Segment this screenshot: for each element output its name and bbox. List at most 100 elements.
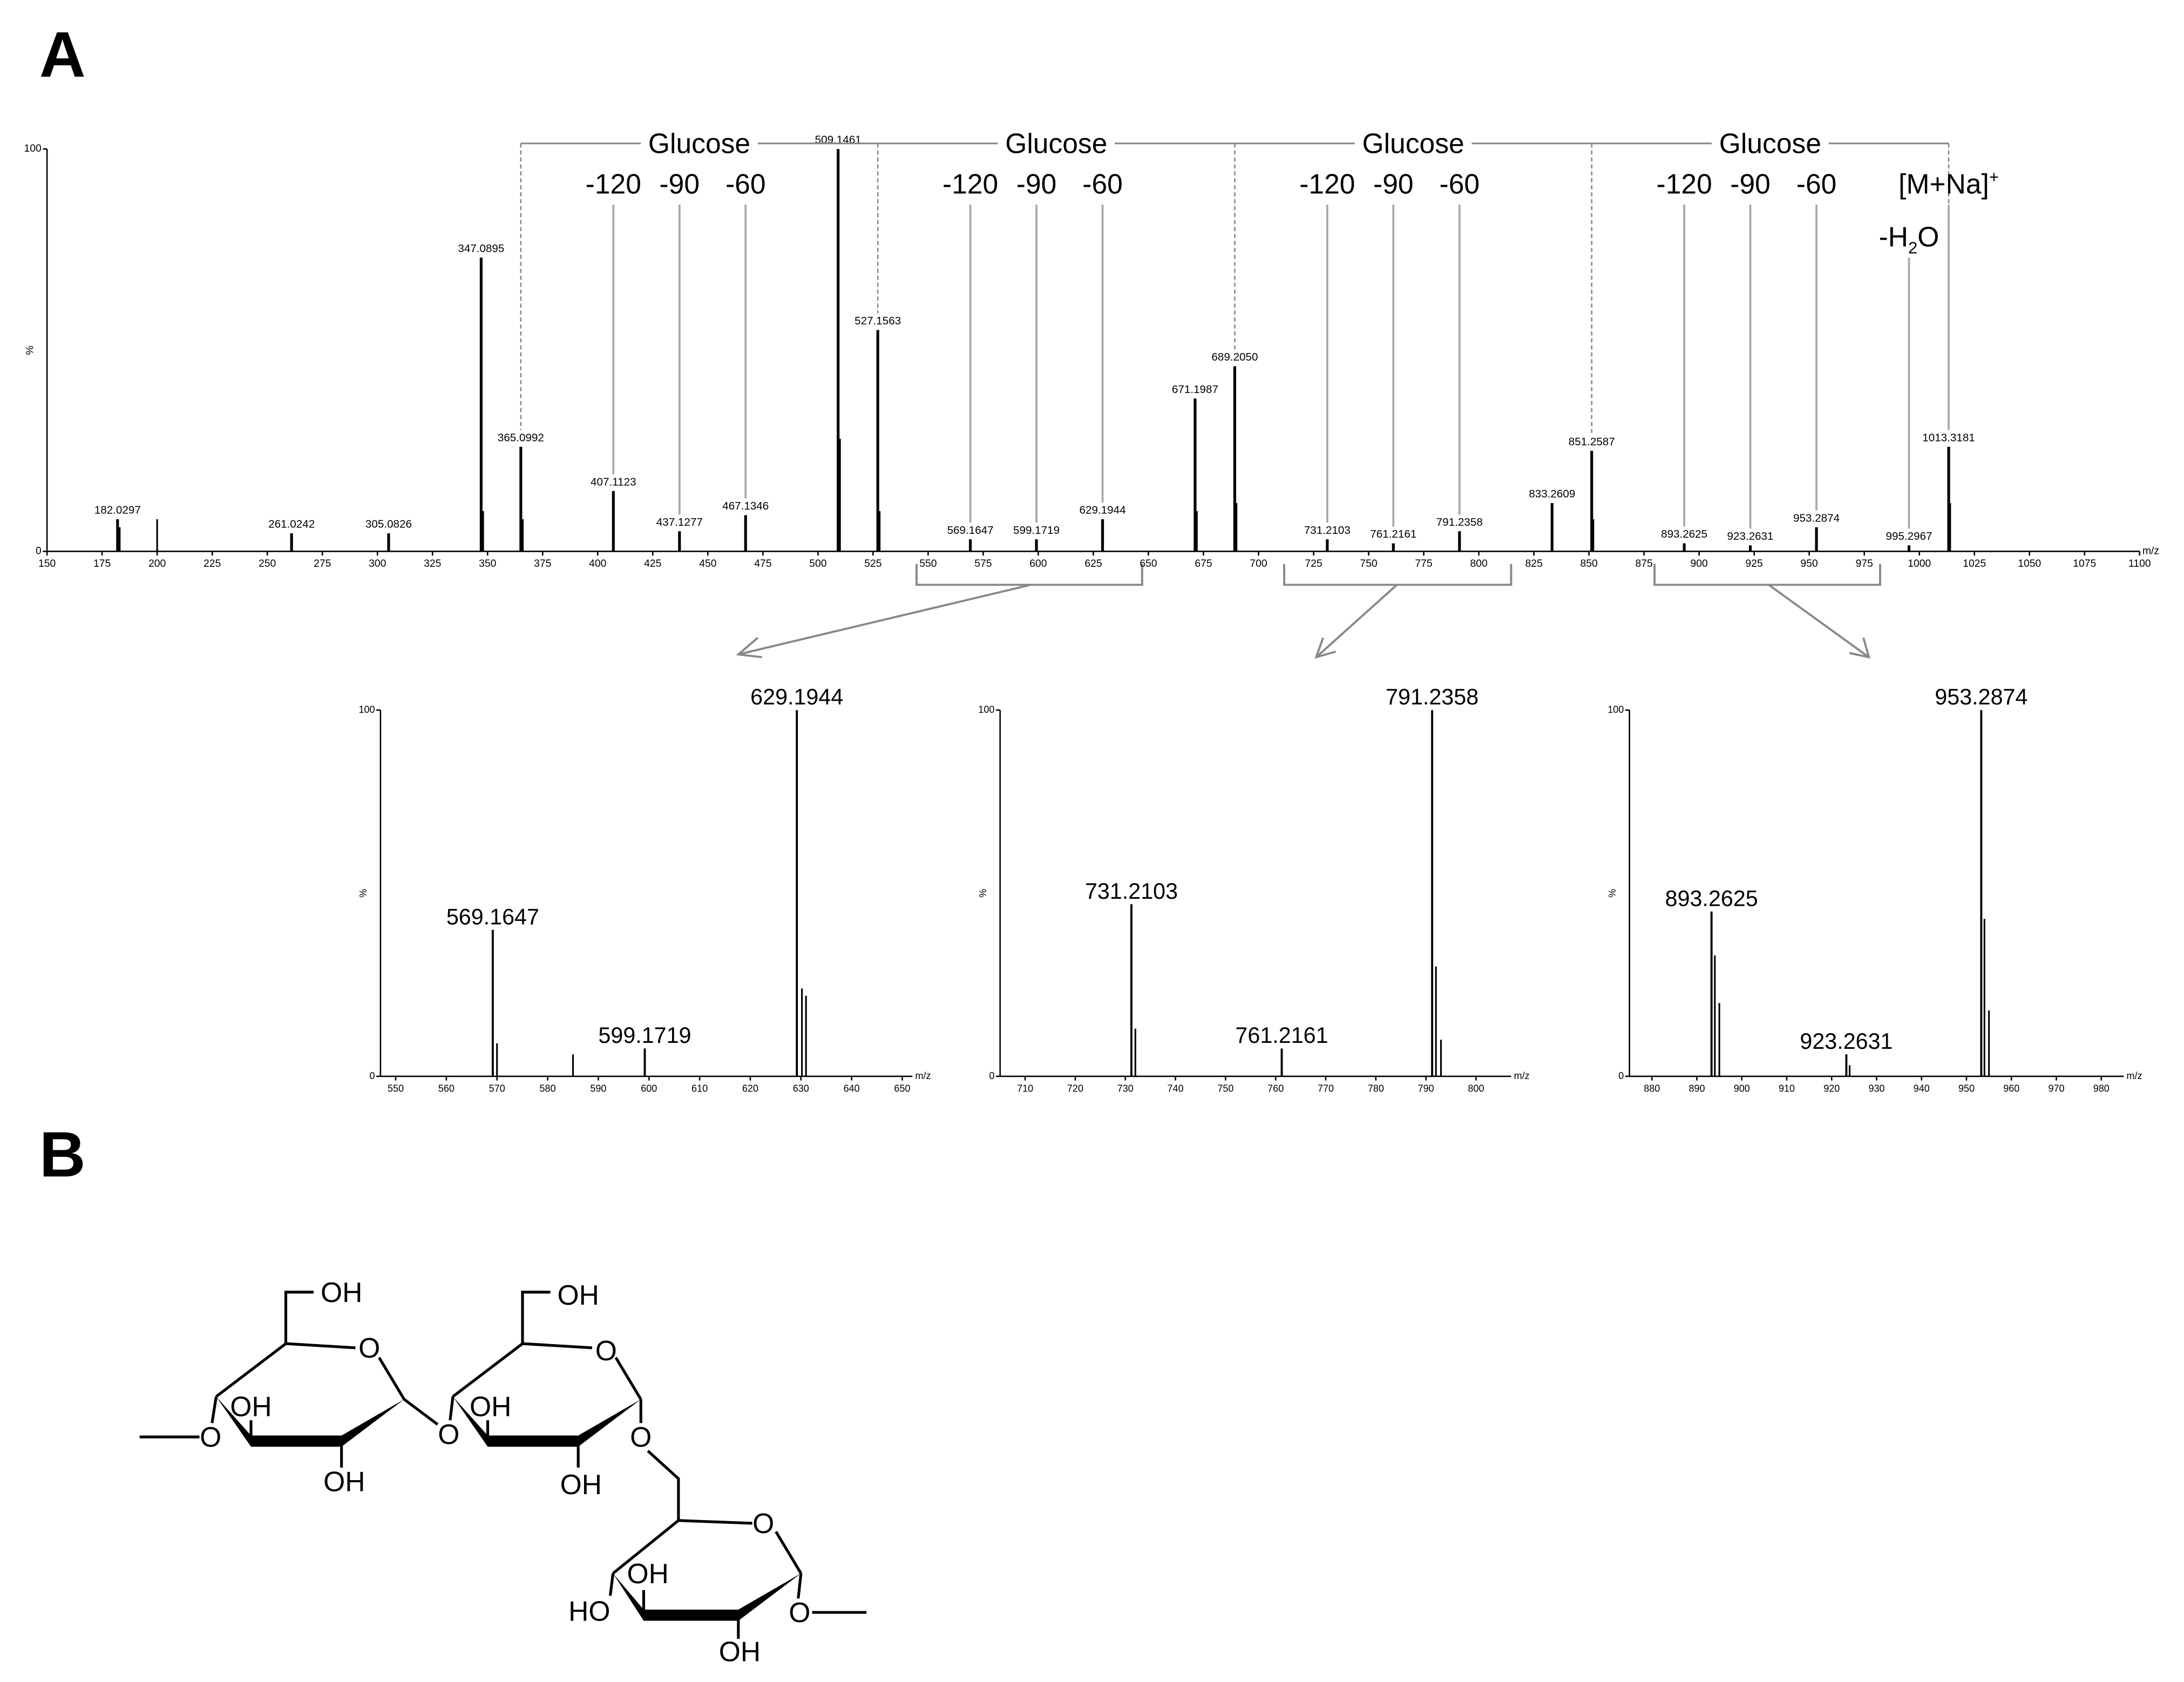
atom-label: O: [358, 1332, 380, 1364]
zoom-brackets: [736, 564, 1881, 659]
peak-label: 527.1563: [854, 315, 901, 327]
x-tick-label: 425: [644, 558, 661, 569]
glucose-label: Glucose: [1719, 128, 1821, 159]
x-tick-label: 940: [1914, 1083, 1930, 1094]
bond: [378, 1357, 405, 1400]
atom-label: O: [789, 1597, 810, 1628]
x-axis-label: m/z: [2127, 1070, 2142, 1081]
loss-label: -120: [1657, 168, 1712, 200]
x-tick-label: 1075: [2073, 558, 2096, 569]
x-tick-label: 580: [540, 1083, 556, 1094]
loss-label: -120: [586, 168, 641, 200]
atom-label: OH: [321, 1277, 362, 1308]
ion-text: [M+Na]: [1898, 168, 1989, 200]
x-tick-label: 640: [844, 1083, 860, 1094]
x-tick-label: 625: [1084, 558, 1102, 569]
peak-label: 761.2161: [1370, 528, 1416, 540]
atom-label: O: [752, 1508, 774, 1539]
x-tick-label: 525: [864, 558, 881, 569]
glucose-label: Glucose: [1362, 128, 1464, 159]
peak-label: 731.2103: [1085, 879, 1178, 904]
x-tick-label: 250: [259, 558, 276, 569]
loss-label: -60: [725, 168, 766, 200]
x-tick-label: 650: [1140, 558, 1157, 569]
x-tick-label: 550: [388, 1083, 404, 1094]
x-tick-label: 725: [1305, 558, 1322, 569]
x-tick-label: 780: [1368, 1083, 1384, 1094]
peak-label: 569.1647: [947, 524, 994, 537]
bond: [608, 1573, 615, 1596]
x-tick-label: 500: [809, 558, 826, 569]
x-tick-label: 960: [2003, 1083, 2019, 1094]
x-tick-label: 980: [2093, 1083, 2110, 1094]
x-tick-label: 970: [2048, 1083, 2064, 1094]
peak-label: 629.1944: [1080, 504, 1126, 517]
atom-label: HO: [568, 1596, 610, 1627]
atom-label: OH: [557, 1279, 599, 1311]
x-tick-label: 600: [1029, 558, 1047, 569]
x-tick-label: 200: [148, 558, 166, 569]
bond: [211, 1396, 218, 1423]
ion-charge: +: [1989, 167, 1999, 186]
zoom-arrow: [1768, 584, 1870, 659]
peak-label: 305.0826: [365, 518, 412, 531]
x-tick-label: 825: [1525, 558, 1542, 569]
peak-label: 599.1719: [1013, 524, 1060, 537]
peak-label: 347.0895: [458, 242, 504, 255]
x-tick-label: 590: [590, 1083, 606, 1094]
x-tick-label: 740: [1168, 1083, 1184, 1094]
bond: [775, 1531, 803, 1575]
x-tick-label: 910: [1779, 1083, 1795, 1094]
peak-label: 923.2631: [1727, 530, 1774, 542]
atom-label: OH: [719, 1636, 761, 1667]
peak-label: 893.2625: [1665, 886, 1758, 911]
x-tick-label: 1025: [1963, 558, 1986, 569]
peak-label: 407.1123: [591, 476, 636, 488]
x-tick-label: 600: [641, 1083, 657, 1094]
bond: [578, 1399, 641, 1447]
y-axis-label: %: [358, 889, 369, 898]
peak-label: 953.2874: [1793, 512, 1840, 524]
bond: [341, 1399, 404, 1447]
x-tick-label: 570: [489, 1083, 505, 1094]
x-tick-label: 700: [1250, 558, 1267, 569]
x-tick-label: 975: [1856, 558, 1873, 569]
x-tick-label: 750: [1217, 1083, 1233, 1094]
peak-label: 182.0297: [94, 504, 141, 517]
glucose-label: Glucose: [648, 128, 750, 159]
bond: [452, 1342, 593, 1398]
atom-label: OH: [323, 1466, 365, 1497]
zoom-bracket: [1653, 564, 1881, 586]
x-axis-label: m/z: [915, 1070, 931, 1081]
x-tick-label: 950: [1801, 558, 1818, 569]
bond: [521, 1291, 551, 1344]
x-tick-label: 770: [1318, 1083, 1334, 1094]
bond: [738, 1573, 801, 1621]
peak-label: 599.1719: [598, 1023, 691, 1048]
x-tick-label: 275: [314, 558, 331, 569]
water-loss-sub: 2: [1908, 238, 1917, 257]
atom-label: OH: [560, 1469, 602, 1500]
peak-label: 953.2874: [1935, 684, 2027, 709]
x-tick-label: 610: [691, 1083, 708, 1094]
peak-label: 995.2967: [1886, 530, 1932, 542]
atom-label: OH: [627, 1558, 668, 1589]
x-tick-label: 800: [1470, 558, 1487, 569]
x-tick-label: 930: [1868, 1083, 1884, 1094]
water-loss-text: -H: [1879, 221, 1908, 253]
x-tick-label: 890: [1688, 1083, 1705, 1094]
x-tick-label: 950: [1958, 1083, 1975, 1094]
x-tick-label: 350: [479, 558, 496, 569]
x-tick-label: 790: [1418, 1083, 1434, 1094]
bond: [284, 1291, 314, 1344]
atom-label: O: [630, 1421, 652, 1453]
water-loss-text: O: [1917, 221, 1939, 253]
x-tick-label: 150: [38, 558, 56, 569]
bond: [647, 1449, 680, 1521]
loss-label: -90: [1730, 168, 1771, 200]
peak-label: 689.2050: [1211, 351, 1258, 363]
x-axis-label: m/z: [1514, 1070, 1530, 1081]
x-tick-label: 620: [742, 1083, 758, 1094]
x-tick-label: 900: [1691, 558, 1708, 569]
y-tick-label: 0: [1618, 1070, 1624, 1081]
